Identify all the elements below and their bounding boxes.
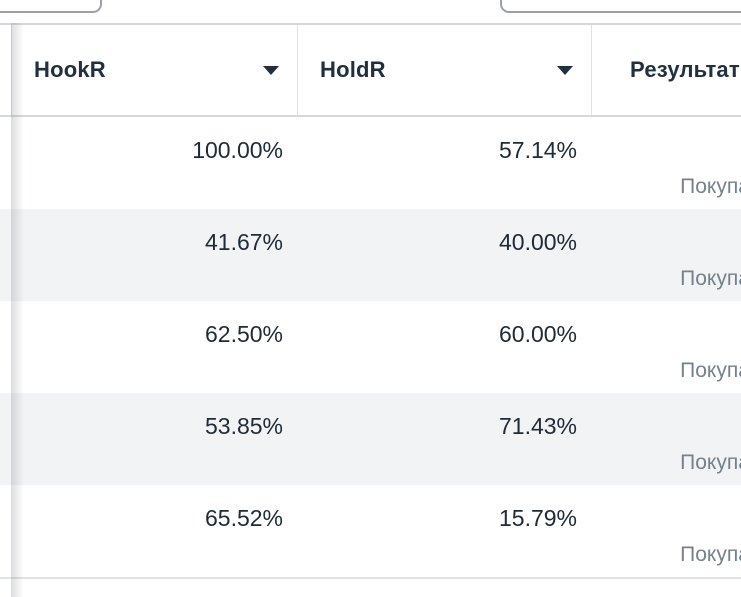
frozen-column-stub xyxy=(0,485,11,577)
result-value: Покупать xyxy=(680,451,741,474)
frozen-column-stub xyxy=(0,301,11,393)
column-header-result-label: Результат xyxy=(630,57,740,82)
holdr-value: 57.14% xyxy=(498,137,577,163)
frozen-column-stub xyxy=(0,209,11,301)
hookr-value: 62.50% xyxy=(204,321,283,347)
holdr-value: 71.43% xyxy=(498,413,577,439)
hookr-value: 53.85% xyxy=(204,413,283,439)
column-header-hookr[interactable]: HookR xyxy=(11,25,297,115)
column-header-holdr[interactable]: HoldR xyxy=(297,25,591,115)
table-row: 100.00% 57.14% Покупать xyxy=(0,117,741,209)
hookr-value: 65.52% xyxy=(204,505,283,531)
frozen-column-stub xyxy=(0,393,11,485)
results-table: HookR HoldR Результат 100.00% 57.14% Пок… xyxy=(0,23,741,579)
table-row: 62.50% 60.00% Покупать xyxy=(0,301,741,393)
table-body: 100.00% 57.14% Покупать 41.67% 40.00% По… xyxy=(0,117,741,579)
column-header-result[interactable]: Результат xyxy=(591,25,741,115)
result-value: Покупать xyxy=(680,175,741,198)
table-row: 41.67% 40.00% Покупать xyxy=(0,209,741,301)
table-row: 53.85% 71.43% Покупать xyxy=(0,393,741,485)
table-row: 65.52% 15.79% Покупать xyxy=(0,485,741,577)
column-header-holdr-label: HoldR xyxy=(320,57,386,82)
frozen-column-stub xyxy=(0,117,11,209)
filter-input-right[interactable] xyxy=(500,0,741,13)
sort-caret-icon xyxy=(557,65,573,75)
column-header-hookr-label: HookR xyxy=(34,57,106,82)
result-value: Покупать xyxy=(680,359,741,382)
hookr-value: 41.67% xyxy=(204,229,283,255)
holdr-value: 40.00% xyxy=(498,229,577,255)
hookr-value: 100.00% xyxy=(192,137,283,163)
result-value: Покупать xyxy=(680,267,741,290)
holdr-value: 15.79% xyxy=(498,505,577,531)
holdr-value: 60.00% xyxy=(498,321,577,347)
filter-input-left[interactable] xyxy=(0,0,102,13)
frozen-column-stub xyxy=(0,25,11,115)
table-header-row: HookR HoldR Результат xyxy=(0,23,741,117)
result-value: Покупать xyxy=(680,543,741,566)
sort-caret-icon xyxy=(263,65,279,75)
